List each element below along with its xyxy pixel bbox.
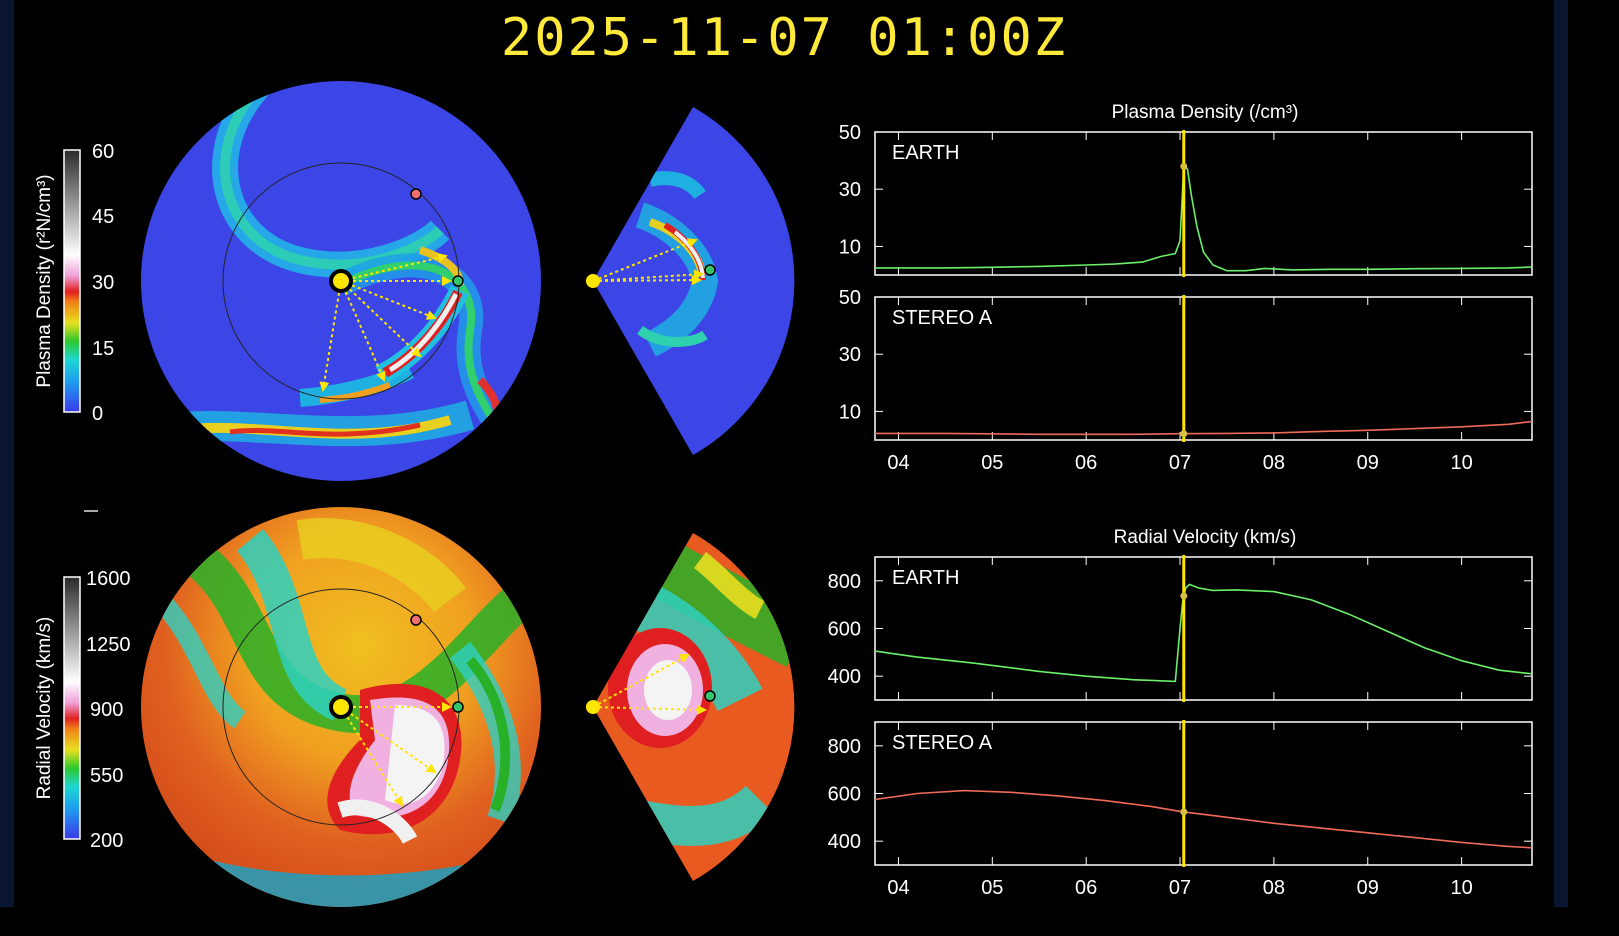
velocity-tick-1250: 1250: [86, 634, 131, 656]
y-tick-label: 50: [839, 287, 861, 309]
wedge-cme-arrows: [592, 238, 704, 286]
density-tick-60: 60: [92, 141, 114, 163]
y-tick-label: 30: [839, 344, 861, 366]
series-line-stereo-a: [874, 789, 1533, 849]
current-value-dot: [1180, 162, 1188, 170]
current-value-dot: [1180, 808, 1188, 816]
timestamp-title: 2025-11-07 01:00Z: [500, 8, 1068, 68]
panel-frame: [874, 131, 1533, 276]
y-tick-label: 10: [839, 401, 861, 423]
x-tick-label: 09: [1357, 877, 1379, 899]
velocity-tick-200: 200: [90, 830, 123, 852]
velocity-colorbar: Radial Velocity (km/s) 1600 1250 900 550…: [34, 568, 131, 852]
y-tick-label: 50: [839, 122, 861, 144]
left-border: [0, 0, 14, 907]
density-tick-15: 15: [92, 338, 114, 360]
x-tick-label: 08: [1263, 452, 1285, 474]
velocity-sun-marker: [329, 695, 353, 719]
y-tick-label: 800: [828, 736, 861, 758]
x-tick-label: 10: [1450, 877, 1472, 899]
divider-mark: [84, 510, 98, 512]
current-value-dot: [1180, 592, 1188, 600]
right-border: [1554, 0, 1568, 907]
density-colorbar-gradient: [63, 149, 81, 413]
x-tick-label: 07: [1169, 452, 1191, 474]
velocity-tick-900: 900: [90, 699, 123, 721]
density-meridional-wedge: [586, 107, 795, 455]
velocity-cme-arrows: [340, 702, 452, 807]
panel-frame: [874, 296, 1533, 441]
density-chart-title: Plasma Density (/cm³): [1112, 102, 1299, 123]
stereo-a-marker: [410, 188, 422, 200]
panel-label: EARTH: [892, 142, 959, 164]
x-tick-label: 05: [981, 877, 1003, 899]
y-tick-label: 400: [828, 831, 861, 853]
velocity-meridional-wedge: [586, 533, 795, 881]
y-tick-label: 600: [828, 784, 861, 806]
velocity-tick-1600: 1600: [86, 568, 131, 590]
velocity-colorbar-gradient: [63, 576, 81, 840]
series-line-earth: [875, 164, 1533, 272]
earth-marker: [452, 275, 464, 287]
main-figure: Plasma Density (r²N/cm³) 60 45 30 15 0 R…: [34, 81, 1533, 907]
velocity-tick-550: 550: [90, 765, 123, 787]
velocity-wedge-earth-marker: [704, 690, 716, 702]
x-tick-label: 06: [1075, 877, 1097, 899]
x-tick-label: 10: [1450, 452, 1472, 474]
density-colorbar: Plasma Density (r²N/cm³) 60 45 30 15 0: [34, 141, 114, 425]
velocity-wedge-sun-marker: [586, 700, 600, 714]
velocity-stereo-a-marker: [410, 614, 422, 626]
velocity-wedge-arrows: [592, 654, 707, 715]
x-tick-label: 07: [1169, 877, 1191, 899]
x-tick-label: 06: [1075, 452, 1097, 474]
series-line-stereo-a: [875, 420, 1533, 436]
density-ecliptic-disk: [141, 81, 541, 481]
series-line-earth: [874, 583, 1533, 683]
panel-label: STEREO A: [892, 307, 993, 329]
panel-2: 800 600 400 EARTH: [828, 555, 1533, 702]
y-tick-label: 400: [828, 666, 861, 688]
panel-label: STEREO A: [892, 732, 993, 754]
current-value-dot: [1180, 430, 1188, 438]
x-tick-label: 05: [981, 452, 1003, 474]
velocity-earth-marker: [452, 701, 464, 713]
density-tick-45: 45: [92, 206, 114, 228]
x-tick-label: 08: [1263, 877, 1285, 899]
velocity-chart-title: Radial Velocity (km/s): [1114, 527, 1297, 548]
panel-0: 50 30 10 EARTH: [839, 122, 1533, 277]
density-colorbar-label: Plasma Density (r²N/cm³): [34, 174, 55, 387]
x-tick-label: 09: [1357, 452, 1379, 474]
density-tick-0: 0: [92, 403, 103, 425]
y-tick-label: 600: [828, 619, 861, 641]
wedge-sun-marker: [586, 274, 600, 288]
y-tick-label: 800: [828, 571, 861, 593]
density-tick-30: 30: [92, 272, 114, 294]
panel-1: 50 30 10 04 05 06 07 08 09 10 STEREO A: [839, 287, 1533, 474]
velocity-colorbar-label: Radial Velocity (km/s): [34, 617, 55, 800]
wedge-earth-marker: [704, 264, 716, 276]
x-tick-label: 04: [887, 452, 909, 474]
panel-3: 800 600 400 04 05 06 07 08 09 10 STEREO A: [828, 720, 1533, 899]
cme-direction-arrows: [319, 252, 452, 392]
sun-marker: [329, 269, 353, 293]
x-tick-label: 04: [887, 877, 909, 899]
panel-frame: [874, 556, 1533, 701]
y-tick-label: 10: [839, 236, 861, 258]
velocity-ecliptic-disk: [141, 507, 541, 907]
panel-label: EARTH: [892, 567, 959, 589]
y-tick-label: 30: [839, 179, 861, 201]
